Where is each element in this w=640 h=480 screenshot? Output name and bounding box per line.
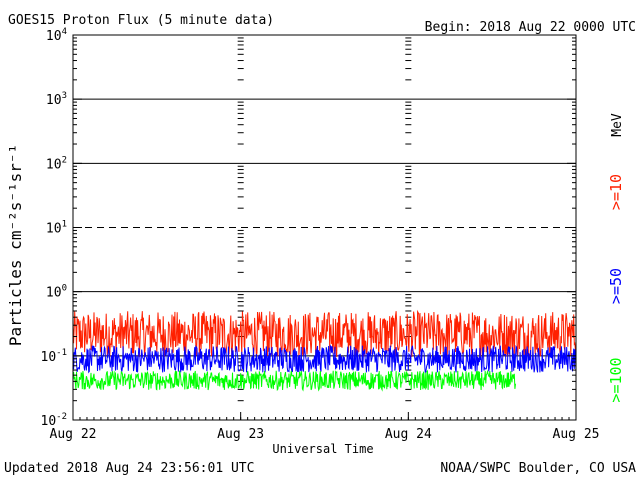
- updated-timestamp: Updated 2018 Aug 24 23:56:01 UTC: [4, 461, 254, 476]
- y-tick-label: 104: [46, 27, 67, 44]
- source-credit: NOAA/SWPC Boulder, CO USA: [440, 461, 636, 476]
- legend-label: >=100: [607, 357, 625, 402]
- series-line-50: [72, 344, 577, 374]
- legend-label: >=50: [607, 268, 625, 304]
- y-tick-label: 100: [46, 284, 67, 301]
- y-tick-label: 10-1: [41, 348, 68, 365]
- x-tick-label: Aug 25: [553, 427, 600, 442]
- x-tick-label: Aug 23: [217, 427, 264, 442]
- x-tick-label: Aug 24: [385, 427, 432, 442]
- y-tick-label: 10-2: [41, 412, 68, 429]
- unit-label: MeV: [610, 113, 625, 137]
- x-axis-label: Universal Time: [272, 442, 373, 456]
- legend-label: >=10: [607, 174, 625, 210]
- y-axis-label: Particles cm⁻²s⁻¹sr⁻¹: [6, 144, 25, 346]
- chart-title: GOES15 Proton Flux (5 minute data): [8, 13, 274, 28]
- begin-label: Begin: 2018 Aug 22 0000 UTC: [425, 20, 636, 35]
- y-tick-label: 101: [46, 220, 67, 237]
- y-axis-ticks: 104 103 102 101 100 10-1 10-2: [41, 27, 576, 429]
- series-lines: [72, 309, 577, 392]
- series-line-100: [72, 369, 516, 392]
- x-tick-label: Aug 22: [50, 427, 97, 442]
- x-axis-ticks: Aug 22 Aug 23 Aug 24 Aug 25: [50, 412, 600, 442]
- legend: >=10 >=50 >=100: [607, 174, 625, 403]
- y-tick-label: 103: [46, 91, 67, 108]
- y-tick-label: 102: [46, 155, 67, 172]
